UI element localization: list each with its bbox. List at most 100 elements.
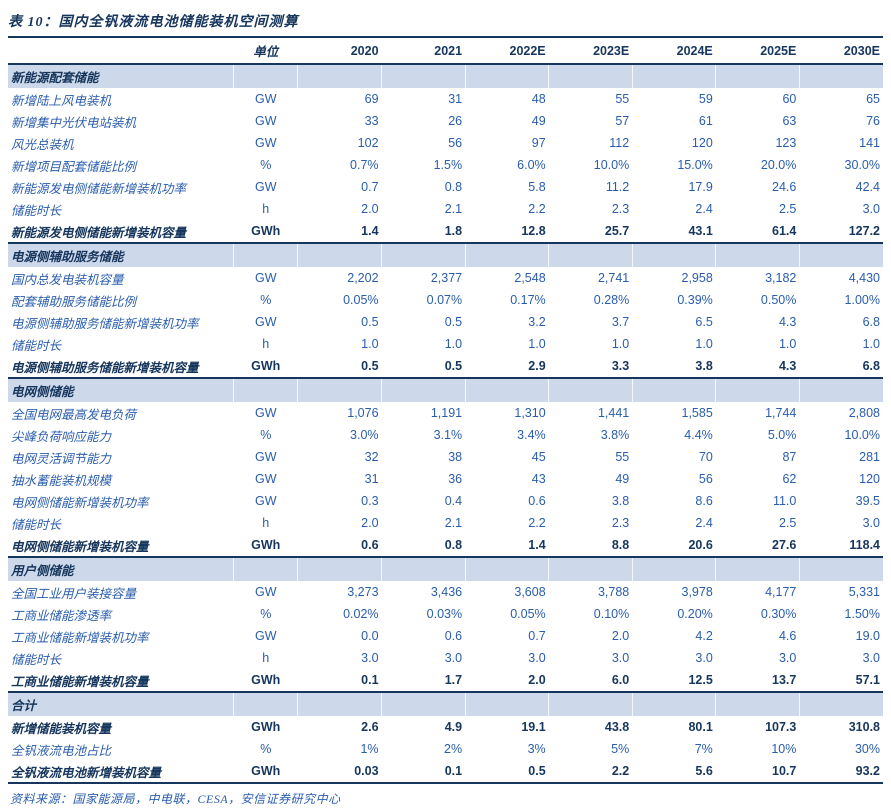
row-value: 0.39%: [677, 293, 713, 307]
row-value: 63: [782, 114, 797, 128]
row-value: 70: [698, 450, 713, 464]
section-fill-cell: [548, 556, 633, 581]
row-value: 20.6: [688, 538, 713, 552]
row-value: 17.9: [688, 180, 713, 194]
section-fill-cell: [381, 691, 466, 716]
row-value: 2,202: [347, 271, 379, 285]
table-header: 单位 2020 2021 2022E 2023E 2024E 2025E 2030E: [8, 38, 883, 64]
section-label: 新能源配套储能: [8, 63, 234, 88]
row-value: 3.0: [695, 651, 713, 665]
header-label-spacer: [8, 38, 234, 64]
row-value: 3.8: [695, 359, 713, 373]
row-value: 2,958: [681, 271, 713, 285]
section-fill-cell: [715, 691, 800, 716]
data-row: 电网灵活调节能力 GW 32 38 45 55 70 87 281: [8, 446, 883, 468]
section-row: 电源侧辅助服务储能: [8, 242, 883, 267]
data-row: 储能时长 h 1.0 1.0 1.0 1.0 1.0 1.0 1.0: [8, 333, 883, 355]
row-value: 4.2: [695, 629, 713, 643]
row-unit: h: [262, 202, 270, 216]
row-value: 0.07%: [426, 293, 463, 307]
row-unit: GWh: [251, 720, 281, 734]
page-title: 表 10：国内全钒液流电池储能装机空间测算: [8, 0, 883, 38]
row-value: 1,585: [681, 406, 713, 420]
row-value: 1.0: [444, 337, 463, 351]
data-row: 工商业储能渗透率% 0.02% 0.03% 0.05% 0.10% 0.20% 0.30% 1…: [8, 603, 883, 625]
row-value: 55: [615, 450, 630, 464]
row-value: 1.0: [778, 337, 797, 351]
row-unit: GW: [254, 114, 277, 128]
section-fill-cell: [464, 691, 549, 716]
row-value: 7%: [694, 742, 713, 756]
row-value: 0.20%: [677, 607, 713, 621]
section-fill-cell: [715, 556, 800, 581]
section-label: 电网侧储能: [8, 377, 234, 402]
section-fill-cell: [464, 556, 549, 581]
row-value: 5.0%: [767, 428, 797, 442]
row-unit: GW: [254, 315, 277, 329]
row-value: 6.8: [862, 359, 880, 373]
row-value: 19.1: [521, 720, 546, 734]
section-fill-cell: [548, 242, 633, 267]
row-label: 新能源发电侧储能新增装机容量: [11, 225, 187, 240]
row-label: 风光总装机: [11, 137, 74, 152]
row-value: 0.5: [465, 760, 549, 784]
row-label: 工商业储能渗透率: [11, 608, 112, 623]
row-value: 10.0%: [844, 428, 880, 442]
row-label: 尖峰负荷响应能力: [11, 429, 112, 444]
section-fill-cell: [464, 242, 549, 267]
row-value: 0.6: [444, 629, 463, 643]
row-unit: GWh: [251, 538, 281, 552]
row-label: 国内总发电装机容量: [11, 272, 124, 287]
row-unit: GW: [254, 450, 277, 464]
section-fill-cell: [631, 691, 716, 716]
section-label: 电源侧辅助服务储能: [8, 242, 234, 267]
row-value: 15.0%: [677, 158, 713, 172]
row-value: 1,191: [430, 406, 463, 420]
row-label: 配套辅助服务储能比例: [11, 294, 137, 309]
row-value: 57.1: [855, 673, 880, 687]
row-unit: %: [260, 742, 272, 756]
row-value: 2%: [444, 742, 463, 756]
row-value: 2,377: [430, 271, 463, 285]
row-value: 12.5: [688, 673, 713, 687]
row-label: 储能时长: [11, 517, 62, 532]
row-unit: GWh: [251, 673, 281, 687]
row-value: 0.0: [361, 629, 379, 643]
section-fill-cell: [548, 63, 633, 88]
table-body: 新能源配套储能 新增陆上风电装机 GW 69 31 48 55 59 60 65 新增集中光伏电站装…: [8, 63, 883, 784]
data-row: 新增集中光伏电站装机 GW 33 26 49 57 61 63 76: [8, 110, 883, 132]
row-value: 3,978: [681, 585, 713, 599]
row-value: 26: [448, 114, 463, 128]
row-value: 3.0: [778, 651, 797, 665]
section-row: 电网侧储能: [8, 377, 883, 402]
section-fill-cell: [631, 556, 716, 581]
row-value: 3.1%: [433, 428, 463, 442]
row-value: 19.0: [855, 629, 880, 643]
row-value: 3.0: [862, 202, 880, 216]
row-value: 3.7: [611, 315, 630, 329]
row-value: 0.6: [528, 494, 546, 508]
row-label: 全国工业用户装接容量: [11, 586, 137, 601]
row-value: 10%: [771, 742, 797, 756]
data-row: 新能源发电侧储能新增装机容量 GWh 1.4 1.8 12.8 25.7 43.1 61.4 1…: [8, 220, 883, 243]
data-row: 全钒液流电池占比% 1% 2% 3% 5% 7% 10% 30%: [8, 738, 883, 760]
row-value: 6.0%: [517, 158, 546, 172]
row-label: 工商业储能新增装机容量: [11, 674, 149, 689]
row-value: 0.1: [381, 760, 466, 784]
row-value: 33: [364, 114, 379, 128]
row-value: 281: [859, 450, 880, 464]
row-value: 2.0: [611, 629, 630, 643]
row-unit: %: [260, 293, 272, 307]
row-value: 120: [859, 472, 880, 486]
row-value: 310.8: [848, 720, 880, 734]
row-value: 56: [698, 472, 713, 486]
row-value: 1,310: [514, 406, 546, 420]
row-value: 0.30%: [760, 607, 797, 621]
row-unit: GW: [254, 406, 277, 420]
row-value: 3.8%: [600, 428, 630, 442]
section-fill-cell: [464, 63, 549, 88]
data-row: 新能源发电侧储能新增装机功率 GW 0.7 0.8 5.8 11.2 17.9 24.6 42.…: [8, 176, 883, 198]
row-value: 2.2: [528, 516, 546, 530]
year-header-cell: 2024E: [676, 43, 713, 58]
